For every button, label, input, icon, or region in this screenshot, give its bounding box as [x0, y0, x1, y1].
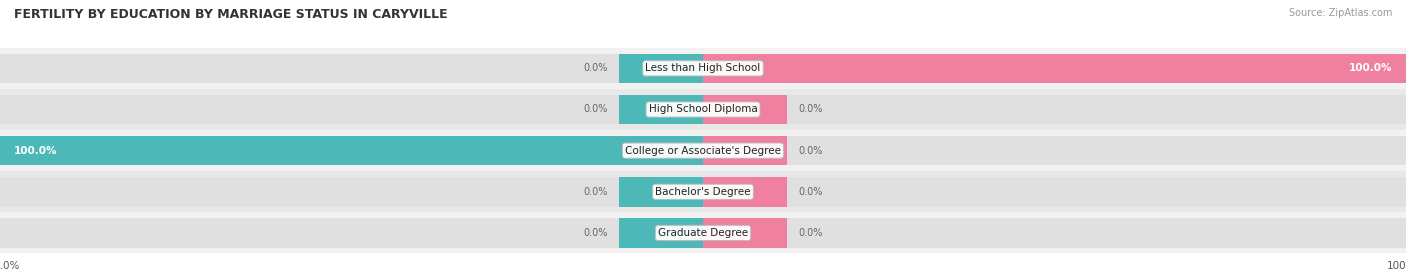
Bar — [0, 95, 703, 124]
Bar — [703, 177, 787, 207]
Text: High School Diploma: High School Diploma — [648, 104, 758, 115]
Text: 100.0%: 100.0% — [1348, 63, 1392, 73]
Bar — [0, 218, 703, 248]
Bar — [619, 218, 703, 248]
Text: 0.0%: 0.0% — [583, 104, 609, 115]
Bar — [703, 136, 1406, 165]
Bar — [703, 177, 1406, 207]
Bar — [0, 130, 1406, 171]
Bar — [619, 177, 703, 207]
Bar — [703, 95, 1406, 124]
Text: 0.0%: 0.0% — [583, 63, 609, 73]
Text: FERTILITY BY EDUCATION BY MARRIAGE STATUS IN CARYVILLE: FERTILITY BY EDUCATION BY MARRIAGE STATU… — [14, 8, 447, 21]
Bar — [0, 54, 703, 83]
Text: 0.0%: 0.0% — [799, 187, 823, 197]
Bar — [703, 95, 787, 124]
Text: Less than High School: Less than High School — [645, 63, 761, 73]
Text: College or Associate's Degree: College or Associate's Degree — [626, 146, 780, 156]
Text: 0.0%: 0.0% — [799, 146, 823, 156]
Bar — [0, 89, 1406, 130]
Text: Bachelor's Degree: Bachelor's Degree — [655, 187, 751, 197]
Bar — [0, 48, 1406, 89]
Bar — [703, 54, 1406, 83]
Text: Source: ZipAtlas.com: Source: ZipAtlas.com — [1288, 8, 1392, 18]
Bar — [0, 212, 1406, 253]
Bar — [703, 136, 787, 165]
Bar — [619, 95, 703, 124]
Bar — [0, 177, 703, 207]
Bar — [0, 136, 703, 165]
Text: 0.0%: 0.0% — [799, 228, 823, 238]
Bar — [619, 54, 703, 83]
Text: 0.0%: 0.0% — [799, 104, 823, 115]
Bar — [703, 54, 1406, 83]
Text: Graduate Degree: Graduate Degree — [658, 228, 748, 238]
Text: 0.0%: 0.0% — [583, 187, 609, 197]
Text: 0.0%: 0.0% — [583, 228, 609, 238]
Bar — [0, 136, 703, 165]
Text: 100.0%: 100.0% — [14, 146, 58, 156]
Bar — [703, 218, 787, 248]
Bar — [703, 218, 1406, 248]
Bar — [0, 171, 1406, 212]
